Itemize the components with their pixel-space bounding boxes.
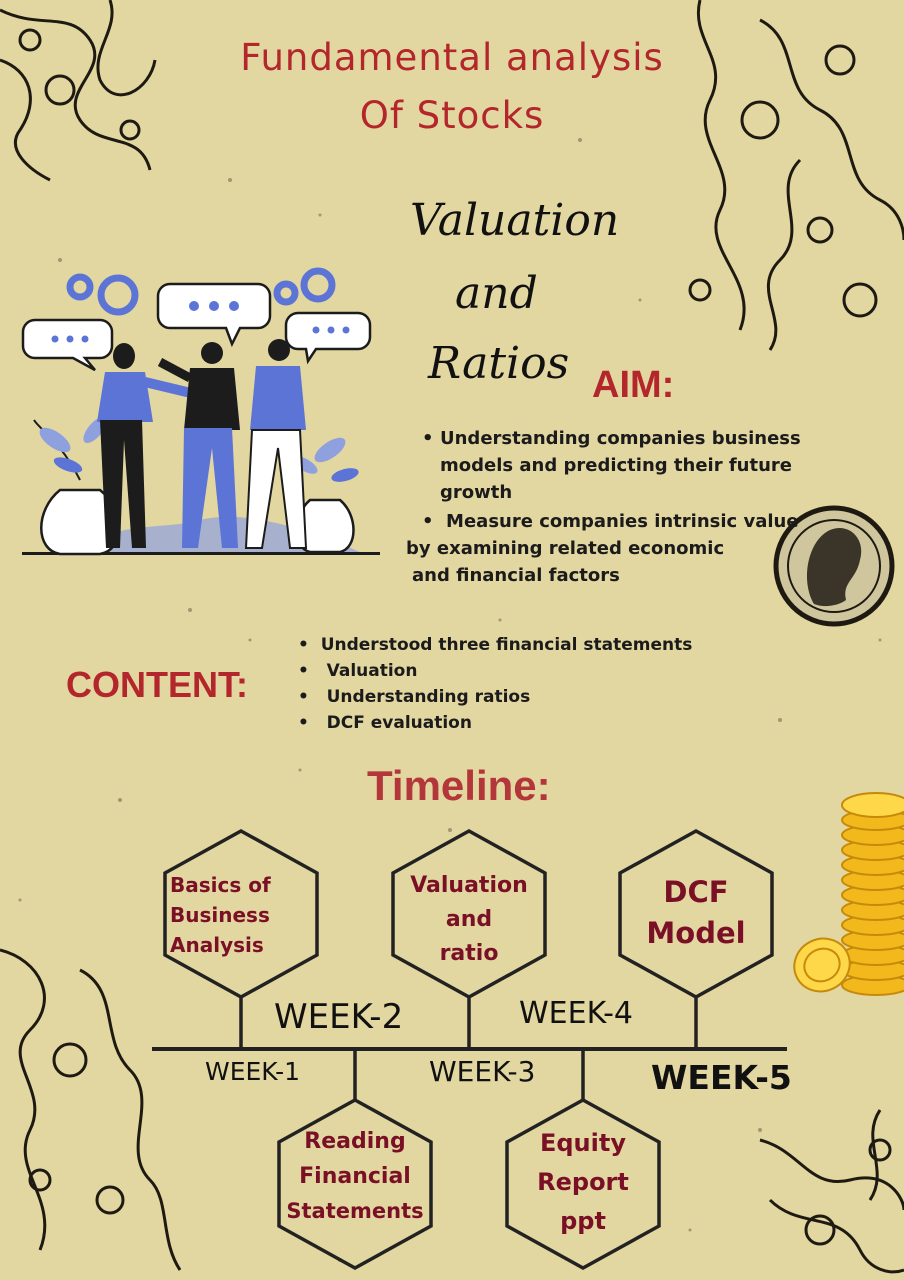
hexagon-week-5-top <box>618 829 774 999</box>
hexagon-label-reading-line-1: Reading <box>304 1129 406 1154</box>
person-man-right <box>244 339 308 549</box>
hexagon-label-reading-line-3: Statements <box>286 1199 424 1223</box>
content-heading: CONTENT: <box>66 664 248 705</box>
hexagon-week-2-bottom <box>277 1098 433 1270</box>
subtitle-ratios: Ratios <box>428 338 570 389</box>
subtitle-and: and <box>455 268 538 319</box>
hexagon-label-equity: Equity Report ppt <box>513 1124 653 1241</box>
hexagon-label-basics-line-2: Business <box>170 903 270 927</box>
hexagon-week-3-top <box>391 829 547 999</box>
content-item-4-text: DCF evaluation <box>326 713 472 733</box>
aim-bullet-2-text-1: Measure companies intrinsic value <box>446 511 799 532</box>
gold-coins <box>793 792 904 996</box>
aim-bullet-1-line-2: models and predicting their future <box>440 455 793 476</box>
aim-bullet-2-line-2: by examining related economic <box>406 538 725 559</box>
hexagon-label-equity-line-2: Report <box>537 1168 629 1196</box>
hexagon-label-valuation-line-2: and <box>445 907 493 932</box>
aim-bullet-1-text-1: Understanding companies business <box>440 428 801 449</box>
aim-heading: AIM: <box>592 364 675 406</box>
hexagon-label-dcf-line-1: DCF <box>663 875 729 909</box>
speech-bubbles <box>21 282 372 372</box>
ornament-top-left <box>0 0 157 182</box>
hexagon-label-basics: Basics of Business Analysis <box>170 870 304 960</box>
hexagon-label-equity-line-1: Equity <box>539 1129 626 1157</box>
content-list: • Understood three financial statements … <box>298 632 692 736</box>
hexagon-label-valuation: Valuation and ratio <box>399 869 539 971</box>
hexagon-label-valuation-line-3: ratio <box>439 941 499 966</box>
timeline-diagram <box>152 829 787 1270</box>
week-3-label: WEEK-3 <box>429 1055 536 1088</box>
content-item-2-text: Valuation <box>326 661 418 681</box>
aim-bullet-1-line-1: • Understanding companies business <box>422 425 824 452</box>
team-illustration <box>21 267 380 556</box>
hexagon-label-basics-line-1: Basics of <box>170 873 271 897</box>
hexagon-week-4-bottom <box>505 1098 661 1270</box>
content-item-3-text: Understanding ratios <box>326 687 531 707</box>
aim-bullet-1: • Understanding companies business models… <box>422 425 824 506</box>
content-item-4: • DCF evaluation <box>298 713 472 733</box>
person-man-center <box>157 342 240 548</box>
ornament-bottom-left <box>0 948 182 1271</box>
timeline-heading: Timeline: <box>367 762 551 809</box>
hexagon-label-basics-line-3: Analysis <box>170 933 264 957</box>
week-4-label: WEEK-4 <box>519 996 634 1031</box>
aim-bullet-1-line-3: growth <box>440 482 513 503</box>
hexagon-label-equity-line-3: ppt <box>560 1207 606 1235</box>
hexagon-week-1-top <box>163 829 319 999</box>
hexagon-label-reading-line-2: Financial <box>299 1164 411 1189</box>
person-woman <box>97 343 197 548</box>
content-item-1: • Understood three financial statements <box>298 635 693 655</box>
week-1-label: WEEK-1 <box>205 1057 301 1086</box>
aim-bullet-2-line-3: and financial factors <box>412 565 620 586</box>
ornament-bottom-right <box>759 1109 904 1274</box>
timeline-hexagons <box>163 829 774 1270</box>
hexagon-label-dcf: DCF Model <box>626 872 766 954</box>
ground-line <box>22 552 380 555</box>
hexagon-label-valuation-line-1: Valuation <box>410 873 528 898</box>
content-item-3: • Understanding ratios <box>298 687 531 707</box>
hexagon-label-dcf-line-2: Model <box>646 916 746 950</box>
content-item-2: • Valuation <box>298 661 418 681</box>
week-2-label: WEEK-2 <box>274 997 404 1037</box>
timeline-connectors <box>239 997 698 1100</box>
gear-icon <box>66 267 336 316</box>
ornament-top-right <box>688 0 904 351</box>
week-5-label: WEEK-5 <box>651 1058 792 1097</box>
aim-bullet-2-line-1: • Measure companies intrinsic value <box>422 511 799 532</box>
subtitle-valuation: Valuation <box>410 195 620 246</box>
coin-medallion <box>773 505 895 627</box>
page-title-line-1: Fundamental analysis <box>240 36 664 79</box>
content-item-1-text: Understood three financial statements <box>320 635 693 655</box>
hexagon-label-reading: Reading Financial Statements <box>280 1124 430 1229</box>
page-title-line-2: Of Stocks <box>359 94 545 137</box>
